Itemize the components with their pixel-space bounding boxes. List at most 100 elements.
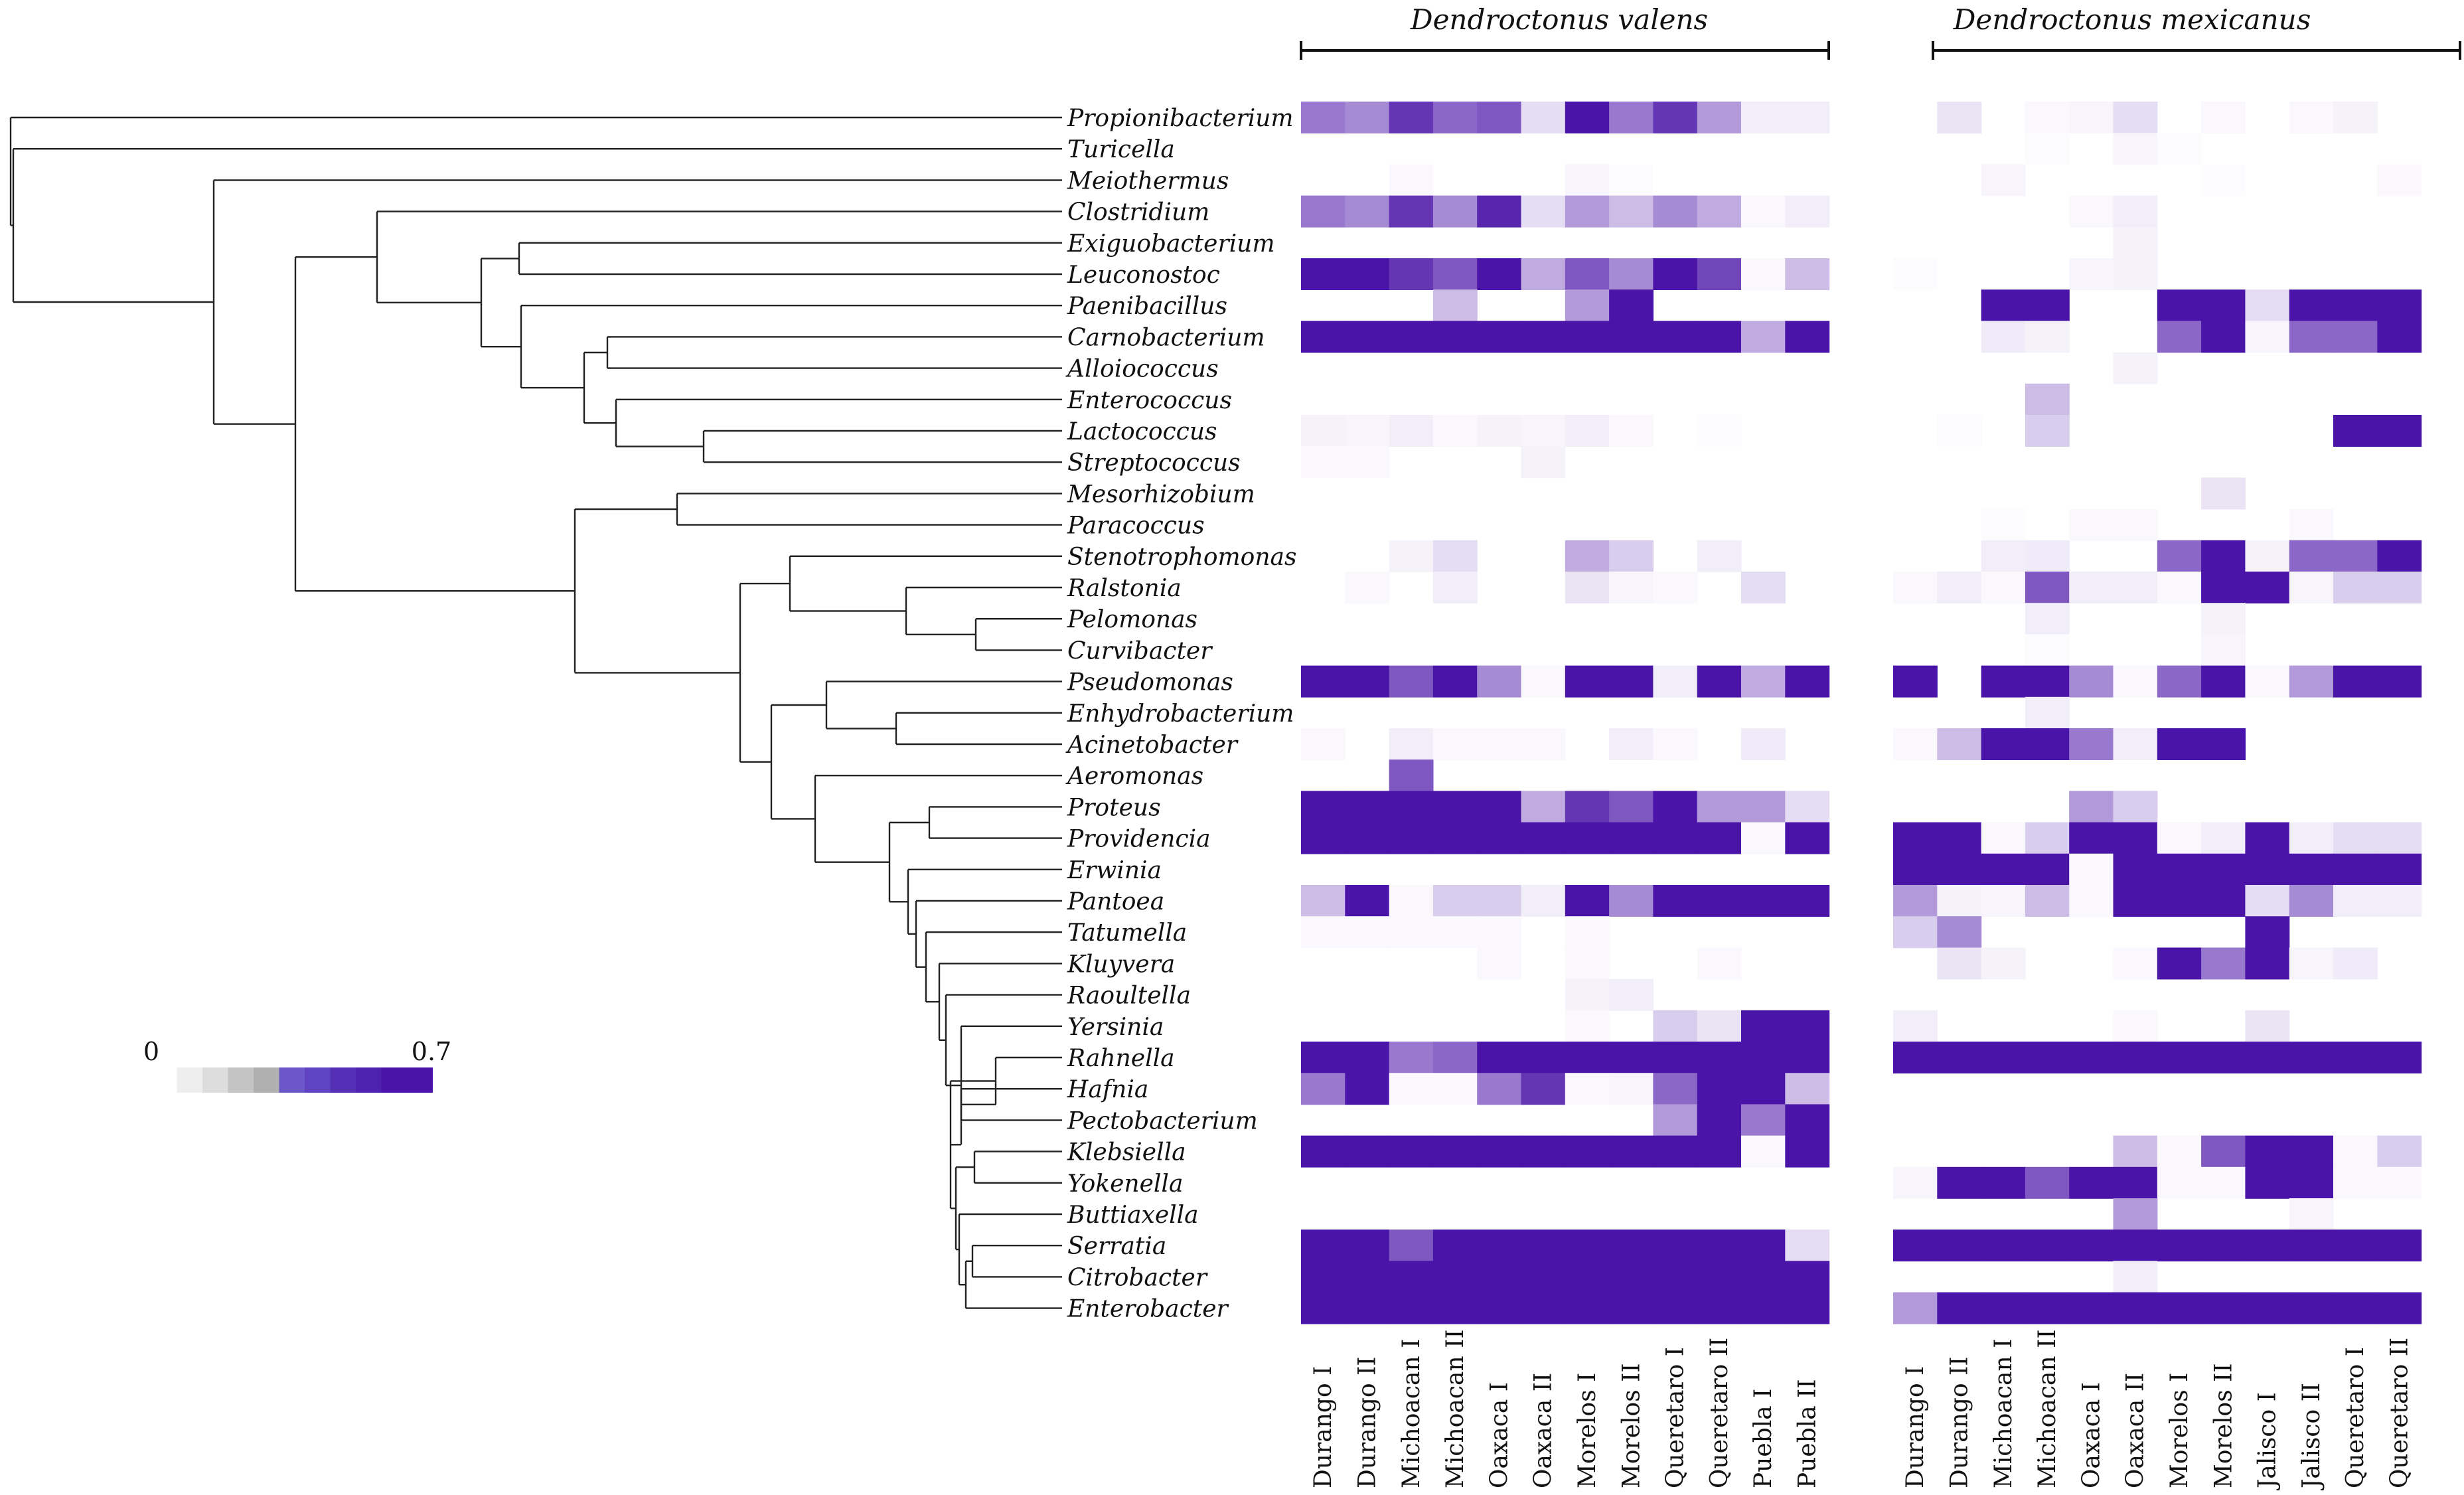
valens-cell-proteus-10 (1741, 791, 1786, 823)
mexicanus-cell-mesorhizobium-7 (2201, 477, 2246, 510)
valens-cell-serratia-2 (1389, 1229, 1434, 1262)
mexicanus-cell-pantoea-7 (2201, 885, 2246, 917)
legend-swatch-2 (202, 1067, 228, 1093)
mexicanus-site-label-3: Michoacan II (2034, 1329, 2061, 1488)
valens-cell-klebsiella-8 (1653, 1135, 1698, 1168)
genus-label-enterobacter: Enterobacter (1067, 1296, 1229, 1323)
valens-cell-enterobacter-7 (1609, 1292, 1654, 1324)
genus-label-citrobacter: Citrobacter (1067, 1264, 1208, 1291)
valens-cell-carnobacterium-6 (1565, 321, 1610, 353)
valens-cell-citrobacter-2 (1389, 1261, 1434, 1293)
valens-cell-lactococcus-5 (1521, 415, 1566, 447)
genus-label-tatumella: Tatumella (1067, 919, 1187, 947)
valens-cell-propionibacterium-5 (1521, 102, 1566, 133)
valens-cell-hafnia-5 (1521, 1073, 1566, 1105)
genus-label-pseudomonas: Pseudomonas (1067, 669, 1233, 696)
mexicanus-cell-ralstonia-10 (2333, 572, 2378, 603)
genus-label-mesorhizobium: Mesorhizobium (1067, 481, 1255, 508)
legend-swatch-9 (381, 1067, 408, 1093)
mexicanus-cell-leuconostoc-0 (1893, 258, 1938, 290)
mexicanus-cell-meiothermus-2 (1981, 164, 2026, 197)
valens-cell-propionibacterium-3 (1432, 102, 1478, 133)
mexicanus-cell-carnobacterium-7 (2201, 321, 2246, 353)
valens-cell-hafnia-9 (1697, 1073, 1742, 1105)
mexicanus-cell-yokenella-3 (2025, 1166, 2070, 1199)
valens-cell-citrobacter-10 (1741, 1261, 1786, 1293)
mexicanus-cell-rahnella-0 (1893, 1042, 1938, 1073)
valens-cell-proteus-9 (1697, 791, 1742, 823)
mexicanus-cell-turicella-3 (2025, 133, 2070, 165)
legend-swatch-8 (356, 1067, 382, 1093)
valens-cell-ralstonia-1 (1345, 572, 1390, 603)
valens-cell-acinetobacter-2 (1389, 728, 1434, 760)
genus-label-erwinia: Erwinia (1067, 857, 1162, 884)
legend-swatch-5 (279, 1067, 305, 1093)
valens-cell-hafnia-7 (1609, 1073, 1654, 1105)
mexicanus-cell-leuconostoc-4 (2069, 258, 2114, 290)
valens-cell-citrobacter-5 (1521, 1261, 1566, 1293)
mexicanus-cell-rahnella-10 (2333, 1042, 2378, 1073)
valens-cell-leuconostoc-10 (1741, 258, 1786, 290)
mexicanus-cell-providencia-1 (1937, 822, 1982, 854)
valens-cell-enterobacter-0 (1301, 1292, 1346, 1324)
valens-cell-klebsiella-3 (1432, 1135, 1478, 1168)
genus-label-meiothermus: Meiothermus (1067, 167, 1229, 195)
valens-site-label-5: Oaxaca II (1530, 1373, 1557, 1488)
mexicanus-cell-alloiococcus-5 (2113, 352, 2158, 384)
mexicanus-cell-serratia-2 (1981, 1229, 2026, 1262)
mexicanus-cell-pantoea-8 (2245, 885, 2290, 917)
genus-label-enterococcus: Enterococcus (1067, 387, 1232, 414)
mexicanus-cell-ralstonia-1 (1937, 572, 1982, 603)
mexicanus-site-label-10: Queretaro I (2342, 1347, 2369, 1488)
mexicanus-cell-paenibacillus-3 (2025, 289, 2070, 322)
valens-cell-lactococcus-4 (1477, 415, 1522, 447)
valens-cell-streptococcus-0 (1301, 446, 1346, 479)
valens-cell-providencia-4 (1477, 822, 1522, 854)
mexicanus-cell-serratia-8 (2245, 1229, 2290, 1262)
mexicanus-cell-propionibacterium-9 (2289, 102, 2334, 133)
valens-cell-proteus-5 (1521, 791, 1566, 823)
mexicanus-site-label-9: Jalisco II (2298, 1383, 2325, 1491)
valens-cell-rahnella-6 (1565, 1042, 1610, 1073)
genus-label-propionibacterium: Propionibacterium (1067, 105, 1294, 132)
genus-label-kluyvera: Kluyvera (1067, 951, 1175, 978)
valens-cell-klebsiella-0 (1301, 1135, 1346, 1168)
mexicanus-cell-pantoea-3 (2025, 885, 2070, 917)
mexicanus-cell-enterobacter-10 (2333, 1292, 2378, 1324)
genus-label-stenotrophomonas: Stenotrophomonas (1067, 544, 1296, 571)
mexicanus-cell-carnobacterium-6 (2157, 321, 2202, 353)
mexicanus-cell-rahnella-3 (2025, 1042, 2070, 1073)
valens-cell-serratia-5 (1521, 1229, 1566, 1262)
valens-cell-propionibacterium-9 (1697, 102, 1742, 133)
valens-cell-klebsiella-10 (1741, 1135, 1786, 1168)
valens-cell-clostridium-9 (1697, 195, 1742, 228)
mexicanus-site-label-5: Oaxaca II (2122, 1373, 2149, 1488)
mexicanus-cell-paenibacillus-2 (1981, 289, 2026, 322)
genus-label-curvibacter: Curvibacter (1067, 637, 1213, 665)
mexicanus-cell-erwinia-6 (2157, 853, 2202, 886)
mexicanus-cell-acinetobacter-5 (2113, 728, 2158, 760)
valens-cell-yersinia-6 (1565, 1010, 1610, 1042)
mexicanus-cell-ralstonia-4 (2069, 572, 2114, 603)
heatmap-valens (1301, 102, 1830, 1324)
mexicanus-cell-serratia-1 (1937, 1229, 1982, 1262)
legend-swatch-6 (305, 1067, 331, 1093)
valens-cell-rahnella-9 (1697, 1042, 1742, 1073)
genus-label-klebsiella: Klebsiella (1067, 1139, 1186, 1166)
valens-cell-clostridium-0 (1301, 195, 1346, 228)
mexicanus-cell-paracoccus-9 (2289, 509, 2334, 541)
mexicanus-cell-enterobacter-6 (2157, 1292, 2202, 1324)
mexicanus-cell-proteus-5 (2113, 791, 2158, 823)
mexicanus-cell-rahnella-1 (1937, 1042, 1982, 1073)
mexicanus-cell-leuconostoc-5 (2113, 258, 2158, 290)
valens-site-label-11: Puebla II (1794, 1379, 1821, 1488)
valens-cell-pectobacterium-10 (1741, 1104, 1786, 1137)
genus-label-rahnella: Rahnella (1067, 1045, 1175, 1072)
mexicanus-cell-pseudomonas-10 (2333, 665, 2378, 698)
valens-cell-propionibacterium-7 (1609, 102, 1654, 133)
valens-cell-klebsiella-5 (1521, 1135, 1566, 1168)
mexicanus-cell-pseudomonas-2 (1981, 665, 2026, 698)
valens-cell-proteus-4 (1477, 791, 1522, 823)
mexicanus-cell-klebsiella-6 (2157, 1135, 2202, 1168)
valens-cell-aeromonas-2 (1389, 759, 1434, 792)
